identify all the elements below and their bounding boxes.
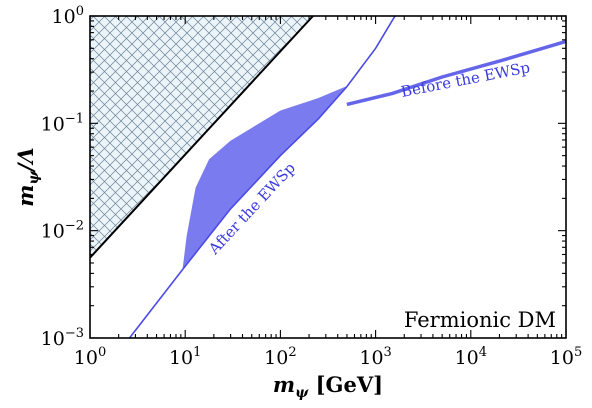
- x-tick-label: 101: [169, 345, 201, 369]
- plot-frame: [89, 15, 567, 339]
- y-tick-label: 10−2: [41, 219, 84, 243]
- x-tick-label: 103: [359, 345, 391, 369]
- axes: [89, 15, 567, 339]
- y-axis-label: mψ/Λ: [13, 147, 42, 206]
- x-axis-label: mψ [GeV]: [273, 372, 383, 401]
- x-tick-label: 100: [74, 345, 106, 369]
- x-tick-label: 104: [455, 345, 487, 369]
- x-tick-label: 102: [264, 345, 296, 369]
- y-tick-label: 10−1: [41, 111, 84, 135]
- plot-area: [90, 16, 566, 338]
- y-tick-label: 10−3: [41, 326, 84, 350]
- y-tick-label: 100: [52, 4, 84, 28]
- exclusion-boundary-line: [90, 16, 314, 259]
- series-line-after: [128, 16, 396, 338]
- x-tick-label: 105: [550, 345, 582, 369]
- annotation-before: Before the EWSp: [400, 58, 532, 101]
- panel-label: Fermionic DM: [404, 308, 556, 332]
- series-line-before: [346, 39, 566, 107]
